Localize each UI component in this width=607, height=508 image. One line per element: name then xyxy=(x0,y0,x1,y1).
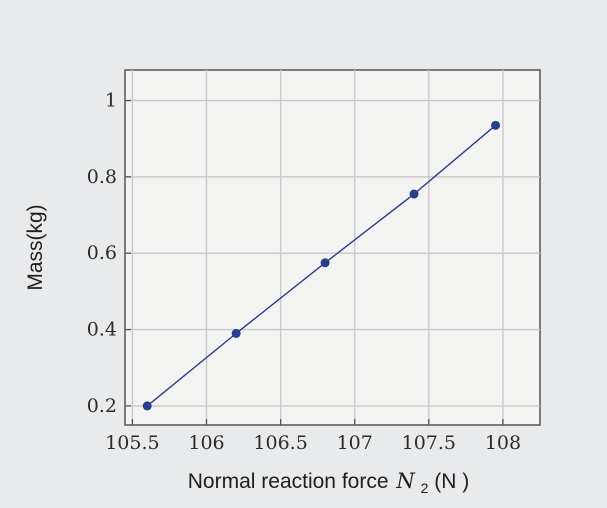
y-axis-ticks: 0.2 0.4 0.6 0.8 1 xyxy=(87,90,131,417)
y-tick-label: 0.2 xyxy=(87,395,117,417)
x-axis-title-unit: (N ) xyxy=(434,470,469,493)
x-axis-title-subscript: 2 xyxy=(421,480,429,496)
x-tick-label: 108 xyxy=(485,432,521,454)
data-point xyxy=(142,401,152,411)
data-point xyxy=(320,258,330,268)
data-point xyxy=(231,328,241,338)
plot-area xyxy=(124,69,541,426)
y-tick-label: 0.8 xyxy=(87,166,117,188)
y-tick-label: 0.4 xyxy=(87,319,117,341)
y-axis-title: Mass(kg) xyxy=(24,204,47,290)
x-axis-ticks: 105.5 106 106.5 107 107.5 108 xyxy=(105,419,521,454)
x-axis-title-text: Normal reaction force xyxy=(188,470,389,493)
series-layer xyxy=(142,120,501,411)
x-tick-label: 106 xyxy=(188,432,224,454)
x-tick-label: 106.5 xyxy=(253,432,307,454)
y-tick-label: 1 xyxy=(105,90,117,112)
data-point xyxy=(409,189,419,199)
x-tick-label: 105.5 xyxy=(105,432,159,454)
x-axis-title: Normal reaction force N 2 (N ) xyxy=(188,469,469,498)
data-point xyxy=(491,120,501,130)
grid-lines xyxy=(125,70,540,425)
y-tick-label: 0.6 xyxy=(87,242,117,264)
x-axis-title-symbol: N xyxy=(395,469,415,493)
x-tick-label: 107 xyxy=(337,432,373,454)
x-tick-label: 107.5 xyxy=(402,432,456,454)
